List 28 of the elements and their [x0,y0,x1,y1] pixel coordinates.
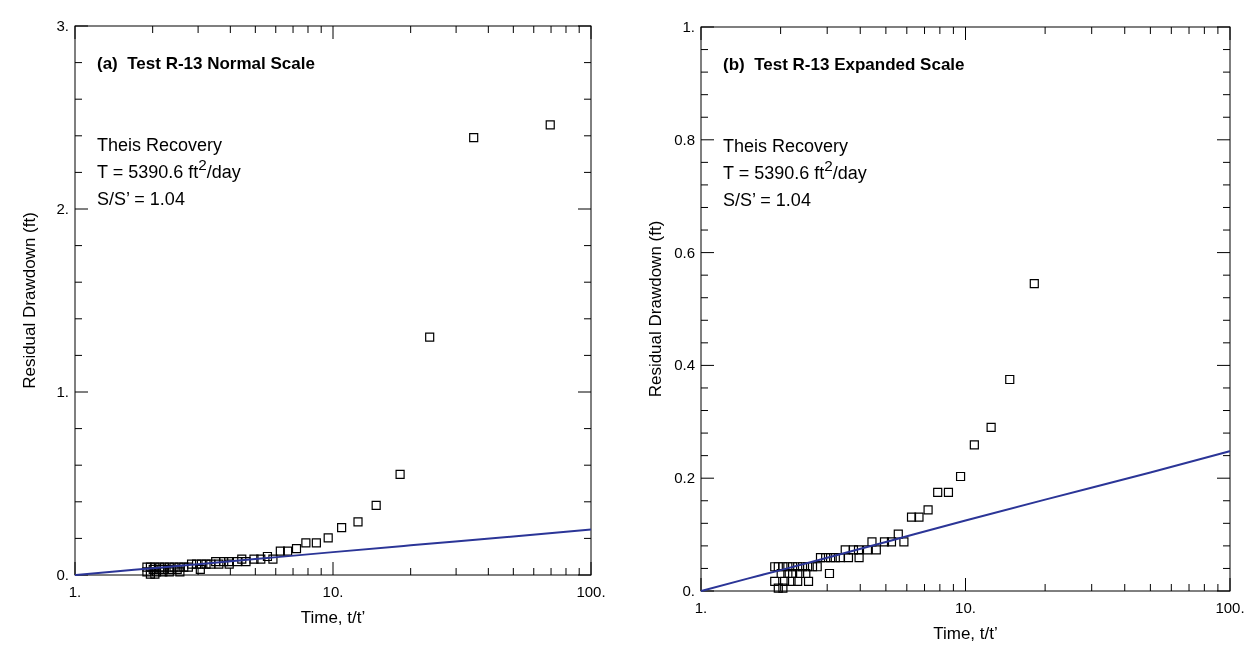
x-tick-label: 1. [68,583,82,600]
x-tick-label: 10. [322,583,344,600]
y-tick-label: 1. [682,18,695,35]
y-tick-label: 0.6 [674,243,695,261]
x-tick-label: 100. [576,583,606,600]
x-axis-title: Time, t/t’ [933,624,998,643]
x-tick-label: 100. [1215,599,1245,616]
y-tick-label: 0. [56,566,69,583]
y-tick-label: 0. [682,582,695,599]
y-tick-label: 2. [56,200,69,217]
x-tick-label: 10. [955,599,976,616]
y-tick-label: 0.2 [674,469,695,487]
annotation: Theis Recovery [723,136,849,156]
text: (b) Test R-13 Expanded Scale [723,55,965,74]
annotation: T = 5390.6 ft$^{2}$/day [97,155,241,182]
y-tick-label: 1. [56,383,69,400]
y-tick-label: 0.4 [674,356,695,374]
text: (a) Test R-13 Normal Scale [97,54,315,73]
y-tick-label: 0.8 [674,130,695,148]
x-axis-title: Time, t/t’ [300,608,366,627]
annotation: S/S’ = 1.04 [723,190,811,210]
x-tick-label: 1. [694,599,708,616]
annotation: S/S’ = 1.04 [97,189,185,209]
y-axis-title: Residual Drawdown (ft) [20,212,39,389]
annotation: Theis Recovery [97,135,223,155]
y-tick-label: 3. [56,17,69,34]
annotation: T = 5390.6 ft$^{2}$/day [723,156,867,183]
y-axis-title: Residual Drawdown (ft) [646,220,665,398]
